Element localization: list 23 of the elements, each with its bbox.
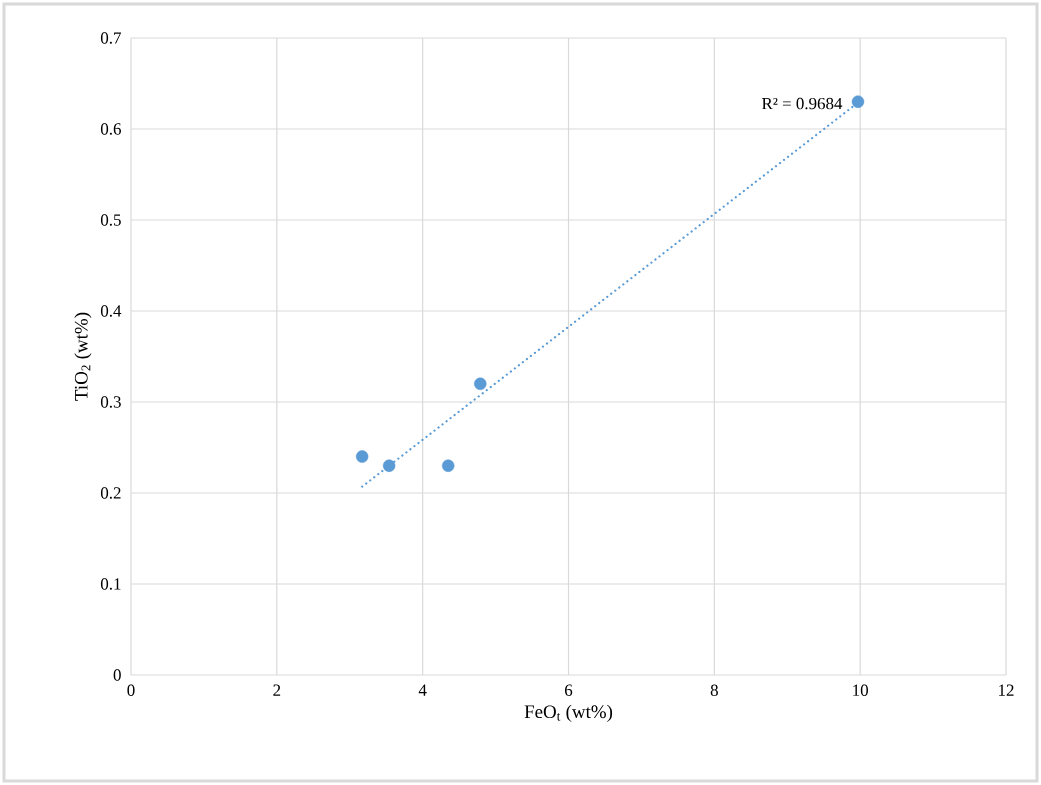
y-tick-label: 0 (113, 669, 121, 681)
x-tick-label: 4 (418, 684, 427, 696)
x-axis-title: FeO$_{t}$ (wt%) (524, 704, 613, 722)
y-tick-label: 0.3 (100, 396, 121, 408)
point (355, 450, 369, 463)
x-tick-label: 2 (273, 684, 281, 696)
y-tick-label: 0.6 (100, 123, 121, 135)
y-axis-title: TiO$_{2}$ (wt%) (74, 312, 92, 401)
x-tick-label: 8 (710, 684, 718, 696)
annotation: R² = 0.9684 (761, 97, 843, 110)
y-tick-label: 0.7 (100, 32, 121, 44)
y-tick-label: 0.1 (100, 578, 121, 590)
point (851, 95, 865, 108)
x-tick-label: 12 (999, 684, 1014, 696)
point (474, 377, 487, 390)
y-tick-label: 0.4 (100, 305, 122, 317)
x-tick-label: 6 (565, 684, 573, 696)
y-tick-label: 0.5 (100, 214, 121, 226)
x-tick-label: 10 (853, 684, 868, 696)
y-tick-label: 0.2 (100, 487, 121, 499)
point (382, 459, 396, 472)
x-tick-label: 0 (127, 684, 135, 696)
point (441, 459, 455, 472)
